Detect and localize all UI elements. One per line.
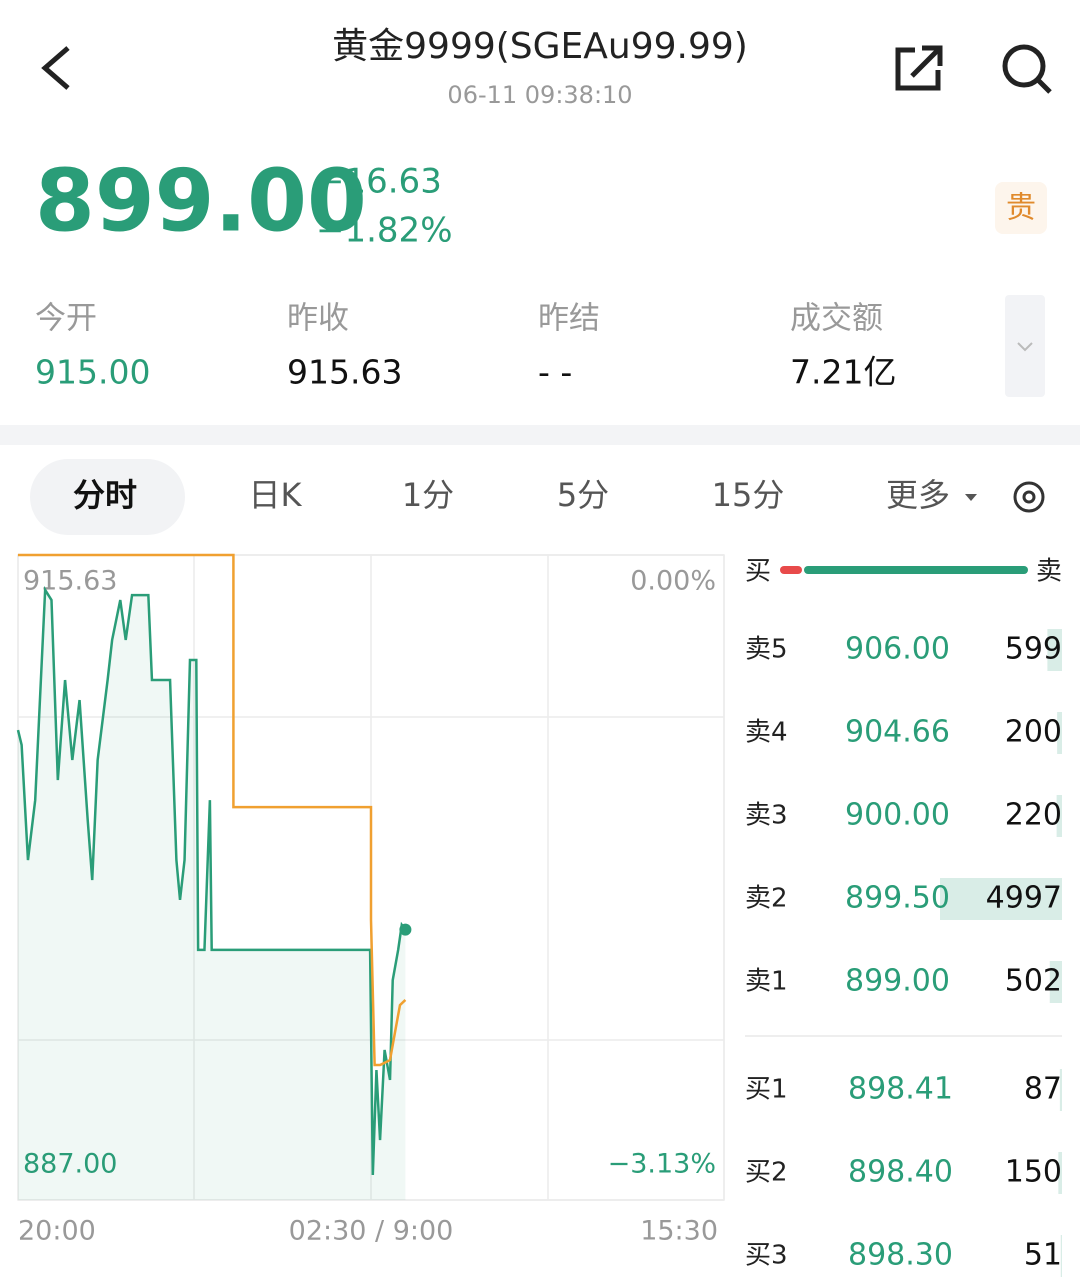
expand-button[interactable] <box>1005 295 1045 397</box>
level-price: 898.30 <box>848 1238 953 1273</box>
settings-button[interactable] <box>1013 481 1045 513</box>
level-volume: 200 <box>1005 715 1062 750</box>
y-tick-label: 887.00 <box>23 1149 117 1180</box>
level-price: 900.00 <box>845 798 950 833</box>
separator <box>0 425 1080 445</box>
share-button[interactable] <box>895 45 943 91</box>
tab[interactable]: 分时 <box>73 476 137 514</box>
stat-label: 昨结 <box>538 301 600 337</box>
badge-bg <box>995 182 1047 234</box>
level-volume: 4997 <box>986 881 1062 916</box>
level-volume: 502 <box>1005 964 1062 999</box>
level-volume: 87 <box>1024 1072 1062 1107</box>
volume-bar <box>1049 961 1062 1003</box>
level-price: 904.66 <box>845 715 950 750</box>
level-price: 898.41 <box>848 1072 953 1107</box>
x-tick-label: 15:30 <box>640 1216 718 1247</box>
sell-label: 卖 <box>1036 557 1062 587</box>
level-volume: 599 <box>1005 632 1062 667</box>
volume-bar <box>940 878 1062 920</box>
level-label: 买2 <box>745 1158 788 1188</box>
volume-bar <box>1058 1152 1062 1194</box>
level-price: 898.40 <box>848 1155 953 1190</box>
tab[interactable]: 5分 <box>557 476 609 514</box>
buy-label: 买 <box>745 557 771 587</box>
timestamp: 06-11 09:38:10 <box>447 81 632 109</box>
tab[interactable]: 更多 <box>886 476 950 514</box>
level-label: 买1 <box>745 1075 788 1105</box>
search-button[interactable] <box>1002 44 1052 94</box>
level-price: 899.50 <box>845 881 950 916</box>
average-line <box>18 553 407 1067</box>
stat-value: 7.21亿 <box>790 353 896 392</box>
tab[interactable]: 15分 <box>712 476 785 514</box>
last-point <box>399 923 412 936</box>
level-label: 卖1 <box>745 967 788 997</box>
level-label: 买3 <box>745 1241 788 1271</box>
x-tick-label: 20:00 <box>18 1216 96 1247</box>
volume-bar <box>1057 712 1062 754</box>
y-tick-label: 915.63 <box>23 566 117 597</box>
stat-label: 今开 <box>35 301 97 337</box>
level-label: 卖5 <box>745 635 788 665</box>
volume-bar <box>1047 629 1062 671</box>
level-volume: 51 <box>1024 1238 1062 1273</box>
change: −16.63 <box>316 162 442 202</box>
y2-tick-label: −3.13% <box>608 1149 716 1180</box>
sell-ratio <box>804 566 1028 574</box>
level-price: 899.00 <box>845 964 950 999</box>
buy-ratio <box>780 566 802 574</box>
back-button[interactable] <box>41 46 70 90</box>
level-label: 卖2 <box>745 884 788 914</box>
change-percent: −1.82% <box>316 211 453 251</box>
dropdown-arrow <box>965 494 977 501</box>
stat-value: 915.00 <box>35 353 150 392</box>
x-tick-label: 02:30 / 9:00 <box>289 1216 454 1247</box>
tab[interactable]: 日K <box>249 476 303 514</box>
y2-tick-label: 0.00% <box>630 566 716 597</box>
stat-value: - - <box>538 353 572 392</box>
level-volume: 220 <box>1005 798 1062 833</box>
price-area <box>18 589 406 1200</box>
title: 黄金9999(SGEAu99.99) <box>332 26 748 67</box>
volume-bar <box>1059 1069 1062 1111</box>
tab[interactable]: 1分 <box>402 476 454 514</box>
stat-label: 昨收 <box>287 301 349 337</box>
level-label: 卖3 <box>745 801 788 831</box>
badge: 贵 <box>1006 191 1036 226</box>
level-volume: 150 <box>1005 1155 1062 1190</box>
active-tab-bg <box>30 459 185 535</box>
level-label: 卖4 <box>745 718 788 748</box>
level-price: 906.00 <box>845 632 950 667</box>
stat-value: 915.63 <box>287 353 402 392</box>
price-line <box>16 585 407 1176</box>
price: 899.00 <box>35 151 367 251</box>
volume-bar <box>1060 1235 1062 1277</box>
stat-label: 成交额 <box>790 301 883 337</box>
chevron <box>1017 342 1033 352</box>
volume-bar <box>1056 795 1062 837</box>
